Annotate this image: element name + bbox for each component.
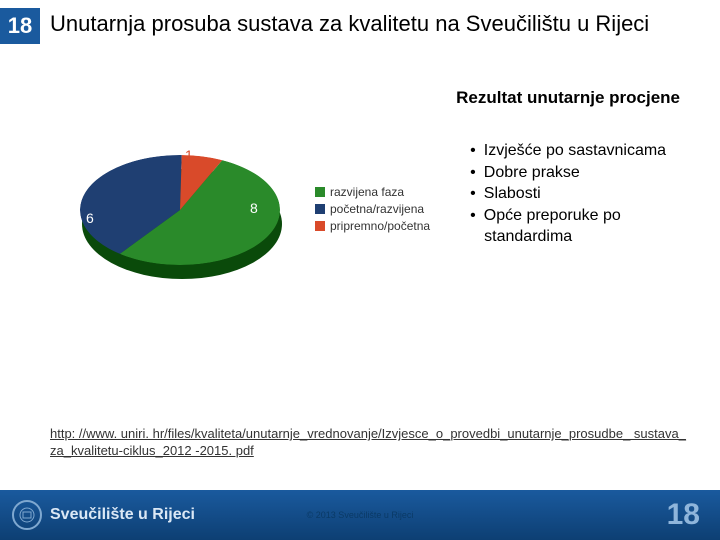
bullet-item: Opće preporuke po standardima <box>480 205 690 248</box>
legend-item: pripremno/početna <box>315 219 430 233</box>
pie-data-label: 1 <box>185 147 193 163</box>
legend-swatch <box>315 221 325 231</box>
legend-label: razvijena faza <box>330 185 404 199</box>
legend-swatch <box>315 204 325 214</box>
pie-chart: 861 razvijena fazapočetna/razvijenapripr… <box>60 130 386 295</box>
pie-wrap: 861 <box>80 155 300 295</box>
slide-header: 18 Unutarnja prosuba sustava za kvalitet… <box>0 0 720 44</box>
bullet-item: Dobre prakse <box>480 162 690 184</box>
legend-label: pripremno/početna <box>330 219 430 233</box>
section-subtitle: Rezultat unutarnje procjene <box>456 88 680 108</box>
slide-title: Unutarnja prosuba sustava za kvalitetu n… <box>50 8 649 38</box>
bullet-item: Slabosti <box>480 183 690 205</box>
footer-bar: Sveučilište u Rijeci © 2013 Sveučilište … <box>0 490 720 540</box>
chart-legend: razvijena faza početna/razvijena pripremno… <box>315 185 430 236</box>
university-seal-icon <box>12 500 42 530</box>
legend-label: početna/razvijena <box>330 202 424 216</box>
footer-page-number: 18 <box>667 498 708 532</box>
pie-data-label: 8 <box>250 200 258 216</box>
slide-number-badge: 18 <box>0 8 40 44</box>
footer-org-name: Sveučilište u Rijeci <box>50 506 195 524</box>
legend-item: razvijena faza <box>315 185 430 199</box>
bullet-item: Izvješće po sastavnicama <box>480 140 690 162</box>
content-area: 8 6 1 razvijena faza početna/razvijena pripr… <box>60 130 690 295</box>
pie-data-label: 6 <box>86 210 94 226</box>
footer-copyright: © 2013 Sveučilište u Rijeci <box>307 510 414 520</box>
legend-item: početna/razvijena <box>315 202 430 216</box>
source-link[interactable]: http: //www. uniri. hr/files/kvaliteta/u… <box>50 426 690 460</box>
bullet-list: Izvješće po sastavnicamaDobre prakseSlab… <box>466 140 690 295</box>
legend-swatch <box>315 187 325 197</box>
